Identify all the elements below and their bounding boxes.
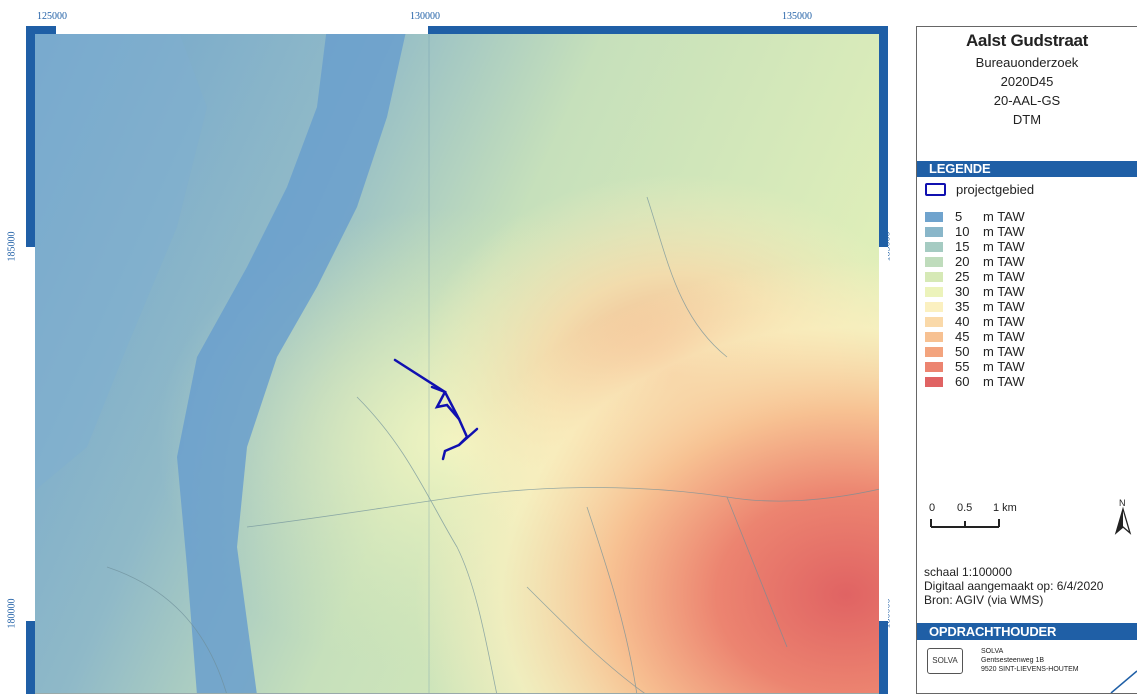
title-block: Aalst Gudstraat Bureauonderzoek 2020D45 … [917,27,1137,129]
class-swatch [925,331,943,342]
class-value: 40 [955,314,970,329]
class-value: 15 [955,239,970,254]
class-value: 50 [955,344,970,359]
project-label: projectgebied [956,182,1035,197]
legend-class-15: 15 m TAW [925,239,1025,254]
class-unit: m TAW [983,344,1025,359]
legend-class-35: 35 m TAW [925,299,1025,314]
scale-label-05: 0.5 [957,502,972,514]
subtitle-line-1: Bureauonderzoek [975,55,1079,70]
class-value: 35 [955,299,970,314]
class-unit: m TAW [983,329,1025,344]
legend-class-50: 50 m TAW [925,344,1025,359]
class-swatch [925,256,943,267]
legend-class-20: 20 m TAW [925,254,1025,269]
class-swatch [925,316,943,327]
class-unit: m TAW [983,374,1025,389]
solva-logo: SOLVA [927,647,963,674]
scale-label-0: 0 [929,502,935,514]
client-address: SOLVA Gentsesteenweg 1B 9520 SINT-LIEVEN… [981,648,1079,673]
class-swatch [925,376,943,387]
project-area-outline [393,358,479,461]
class-unit: m TAW [983,209,1025,224]
class-unit: m TAW [983,224,1025,239]
class-swatch [925,286,943,297]
client-block: SOLVA SOLVA Gentsesteenweg 1B 9520 SINT-… [927,647,1079,674]
legend-panel: Aalst Gudstraat Bureauonderzoek 2020D45 … [916,26,1137,694]
tick-x-135000: 135000 [782,11,812,22]
scale-label-1km: 1 km [993,502,1017,514]
created-date: Digitaal aangemaakt op: 6/4/2020 [924,579,1104,593]
legend-class-10: 10 m TAW [925,224,1025,239]
frame-bar-right [879,26,888,694]
class-unit: m TAW [983,359,1025,374]
map-info: schaal 1:100000 Digitaal aangemaakt op: … [924,565,1103,607]
tick-x-125000: 125000 [37,11,67,22]
class-unit: m TAW [983,314,1025,329]
class-unit: m TAW [983,239,1025,254]
class-swatch [925,301,943,312]
legend-class-30: 30 m TAW [925,284,1025,299]
tick-x-130000: 130000 [410,11,440,22]
class-swatch [925,211,943,222]
north-arrow-icon: N [1114,498,1132,535]
tick-y-180000-left: 180000 [6,598,18,629]
subtitle-line-2: 2020D45 [1000,74,1054,89]
class-unit: m TAW [983,299,1025,314]
scale-text: schaal 1:100000 [924,565,1013,579]
class-swatch [925,271,943,282]
class-value: 60 [955,374,970,389]
project-swatch-icon [925,183,946,196]
legend-class-25: 25 m TAW [925,269,1025,284]
class-unit: m TAW [983,269,1025,284]
elevation-classes: 5 m TAW 10 m TAW 15 m TAW 20 m TAW 25 m TAW 30 m TA… [925,209,1025,389]
class-value: 25 [955,269,970,284]
map-title: Aalst Gudstraat [965,31,1089,50]
class-swatch [925,226,943,237]
class-value: 30 [955,284,970,299]
client-heading: OPDRACHTHOUDER [917,623,1137,640]
legend-class-55: 55 m TAW [925,359,1025,374]
subtitle-line-3: 20-AAL-GS [993,93,1061,108]
class-value: 45 [955,329,970,344]
elevation-map[interactable] [26,26,888,694]
legend-class-45: 45 m TAW [925,329,1025,344]
legend-heading: LEGENDE [917,161,1137,177]
class-value: 20 [955,254,970,269]
class-swatch [925,346,943,357]
subtitle-line-4: DTM [1012,112,1042,127]
source-text: Bron: AGIV (via WMS) [924,593,1044,607]
scale-bar: 0 0.5 1 km [929,502,1017,528]
dtm-raster [27,27,887,693]
legend-class-60: 60 m TAW [925,374,1025,389]
class-unit: m TAW [983,254,1025,269]
class-value: 55 [955,359,970,374]
svg-text:N: N [1119,498,1126,508]
class-unit: m TAW [983,284,1025,299]
class-swatch [925,241,943,252]
class-value: 10 [955,224,970,239]
corner-decoration [1110,670,1137,693]
tick-y-185000-left: 185000 [6,231,18,262]
frame-bar-top [26,26,888,34]
legend-item-project: projectgebied [925,182,1034,197]
class-value: 5 [955,209,963,224]
class-swatch [925,361,943,372]
frame-bar-left [26,26,35,694]
legend-class-40: 40 m TAW [925,314,1025,329]
legend-class-5: 5 m TAW [925,209,1025,224]
